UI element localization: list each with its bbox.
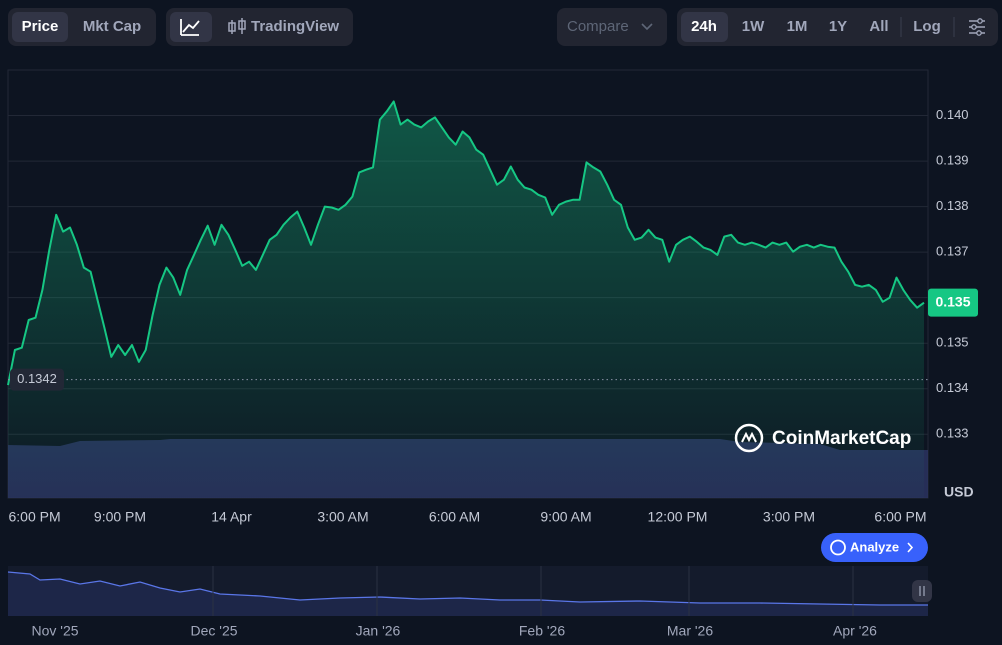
active-range[interactable] — [681, 12, 728, 42]
range-all[interactable]: All — [869, 18, 888, 35]
tab-price[interactable]: Price — [22, 18, 59, 35]
navigator-label: Mar '26 — [667, 623, 713, 639]
x-tick-label: 9:00 AM — [540, 509, 591, 525]
chevron — [641, 23, 653, 31]
price-line — [7, 100, 925, 386]
line-icon — [180, 19, 200, 36]
area-fill — [8, 101, 924, 499]
price-badge — [928, 288, 978, 317]
range-1m[interactable]: 1M — [787, 18, 808, 35]
x-tick-label: 3:00 PM — [763, 509, 815, 525]
candle-icon — [228, 18, 246, 34]
y-tick-label: 0.138 — [936, 198, 969, 213]
series: 0.1342 — [7, 100, 928, 499]
range-1y[interactable]: 1Y — [829, 18, 847, 35]
compare-button[interactable] — [557, 8, 667, 46]
analyze-chevron — [907, 542, 914, 553]
navigator-label: Dec '25 — [190, 623, 237, 639]
x-tick-label: 6:00 AM — [429, 509, 480, 525]
navigator-handle[interactable] — [912, 580, 932, 602]
settings-knob — [977, 18, 983, 24]
price-badge-label: 0.135 — [935, 293, 970, 309]
settings-knob — [976, 30, 982, 36]
chart-tools — [166, 8, 353, 46]
open-price-label: 0.1342 — [17, 371, 57, 386]
open-price-badge — [10, 368, 64, 391]
navigator-label: Jan '26 — [356, 623, 401, 639]
watermark: CoinMarketCap — [772, 428, 911, 449]
x-tick-label: 12:00 PM — [648, 509, 708, 525]
y-tick-label: 0.135 — [936, 335, 969, 350]
x-tick-label: 9:00 PM — [94, 509, 146, 525]
unit-label: USD — [944, 484, 974, 500]
navigator-dividers — [212, 566, 854, 616]
analyze-icon — [830, 539, 846, 556]
handle-grip — [919, 586, 925, 596]
navigator-area — [8, 572, 928, 616]
tradingview-button[interactable]: TradingView — [251, 18, 339, 35]
compare-label[interactable]: Compare — [567, 18, 629, 35]
navigator-labels: Nov '25 Dec '25 Jan '26 Feb '26 Mar '26 Apr '… — [31, 623, 877, 639]
tab-mktcap[interactable]: Mkt Cap — [83, 18, 141, 35]
y-tick-label: 0.140 — [936, 107, 969, 122]
y-tick-label: 0.139 — [936, 153, 969, 168]
x-tick-label: 6:00 PM — [874, 509, 926, 525]
range-tabs — [677, 8, 998, 46]
range-1w[interactable]: 1W — [742, 18, 765, 35]
analyze-button[interactable] — [821, 533, 928, 562]
x-tick-label: 6:00 PM — [9, 509, 61, 525]
analyze-label[interactable]: Analyze — [850, 539, 899, 554]
navigator-line — [7, 571, 928, 606]
navigator-label: Apr '26 — [833, 623, 877, 639]
y-tick-label: 0.137 — [936, 244, 969, 259]
watermark-logo — [734, 423, 764, 453]
settings-knob — [971, 24, 977, 30]
x-tick-label: 14 Apr — [211, 509, 252, 525]
navigator-label: Feb '26 — [519, 623, 565, 639]
navigator-label: Nov '25 — [31, 623, 78, 639]
x-tick-label: 3:00 AM — [317, 509, 368, 525]
log-button[interactable]: Log — [913, 18, 941, 35]
y-tick-label: 0.133 — [936, 426, 969, 441]
watermark-logo-mark — [741, 431, 757, 443]
active-tab[interactable] — [12, 12, 68, 42]
range-24h[interactable]: 24h — [691, 18, 717, 35]
y-tick-label: 0.134 — [936, 380, 969, 395]
